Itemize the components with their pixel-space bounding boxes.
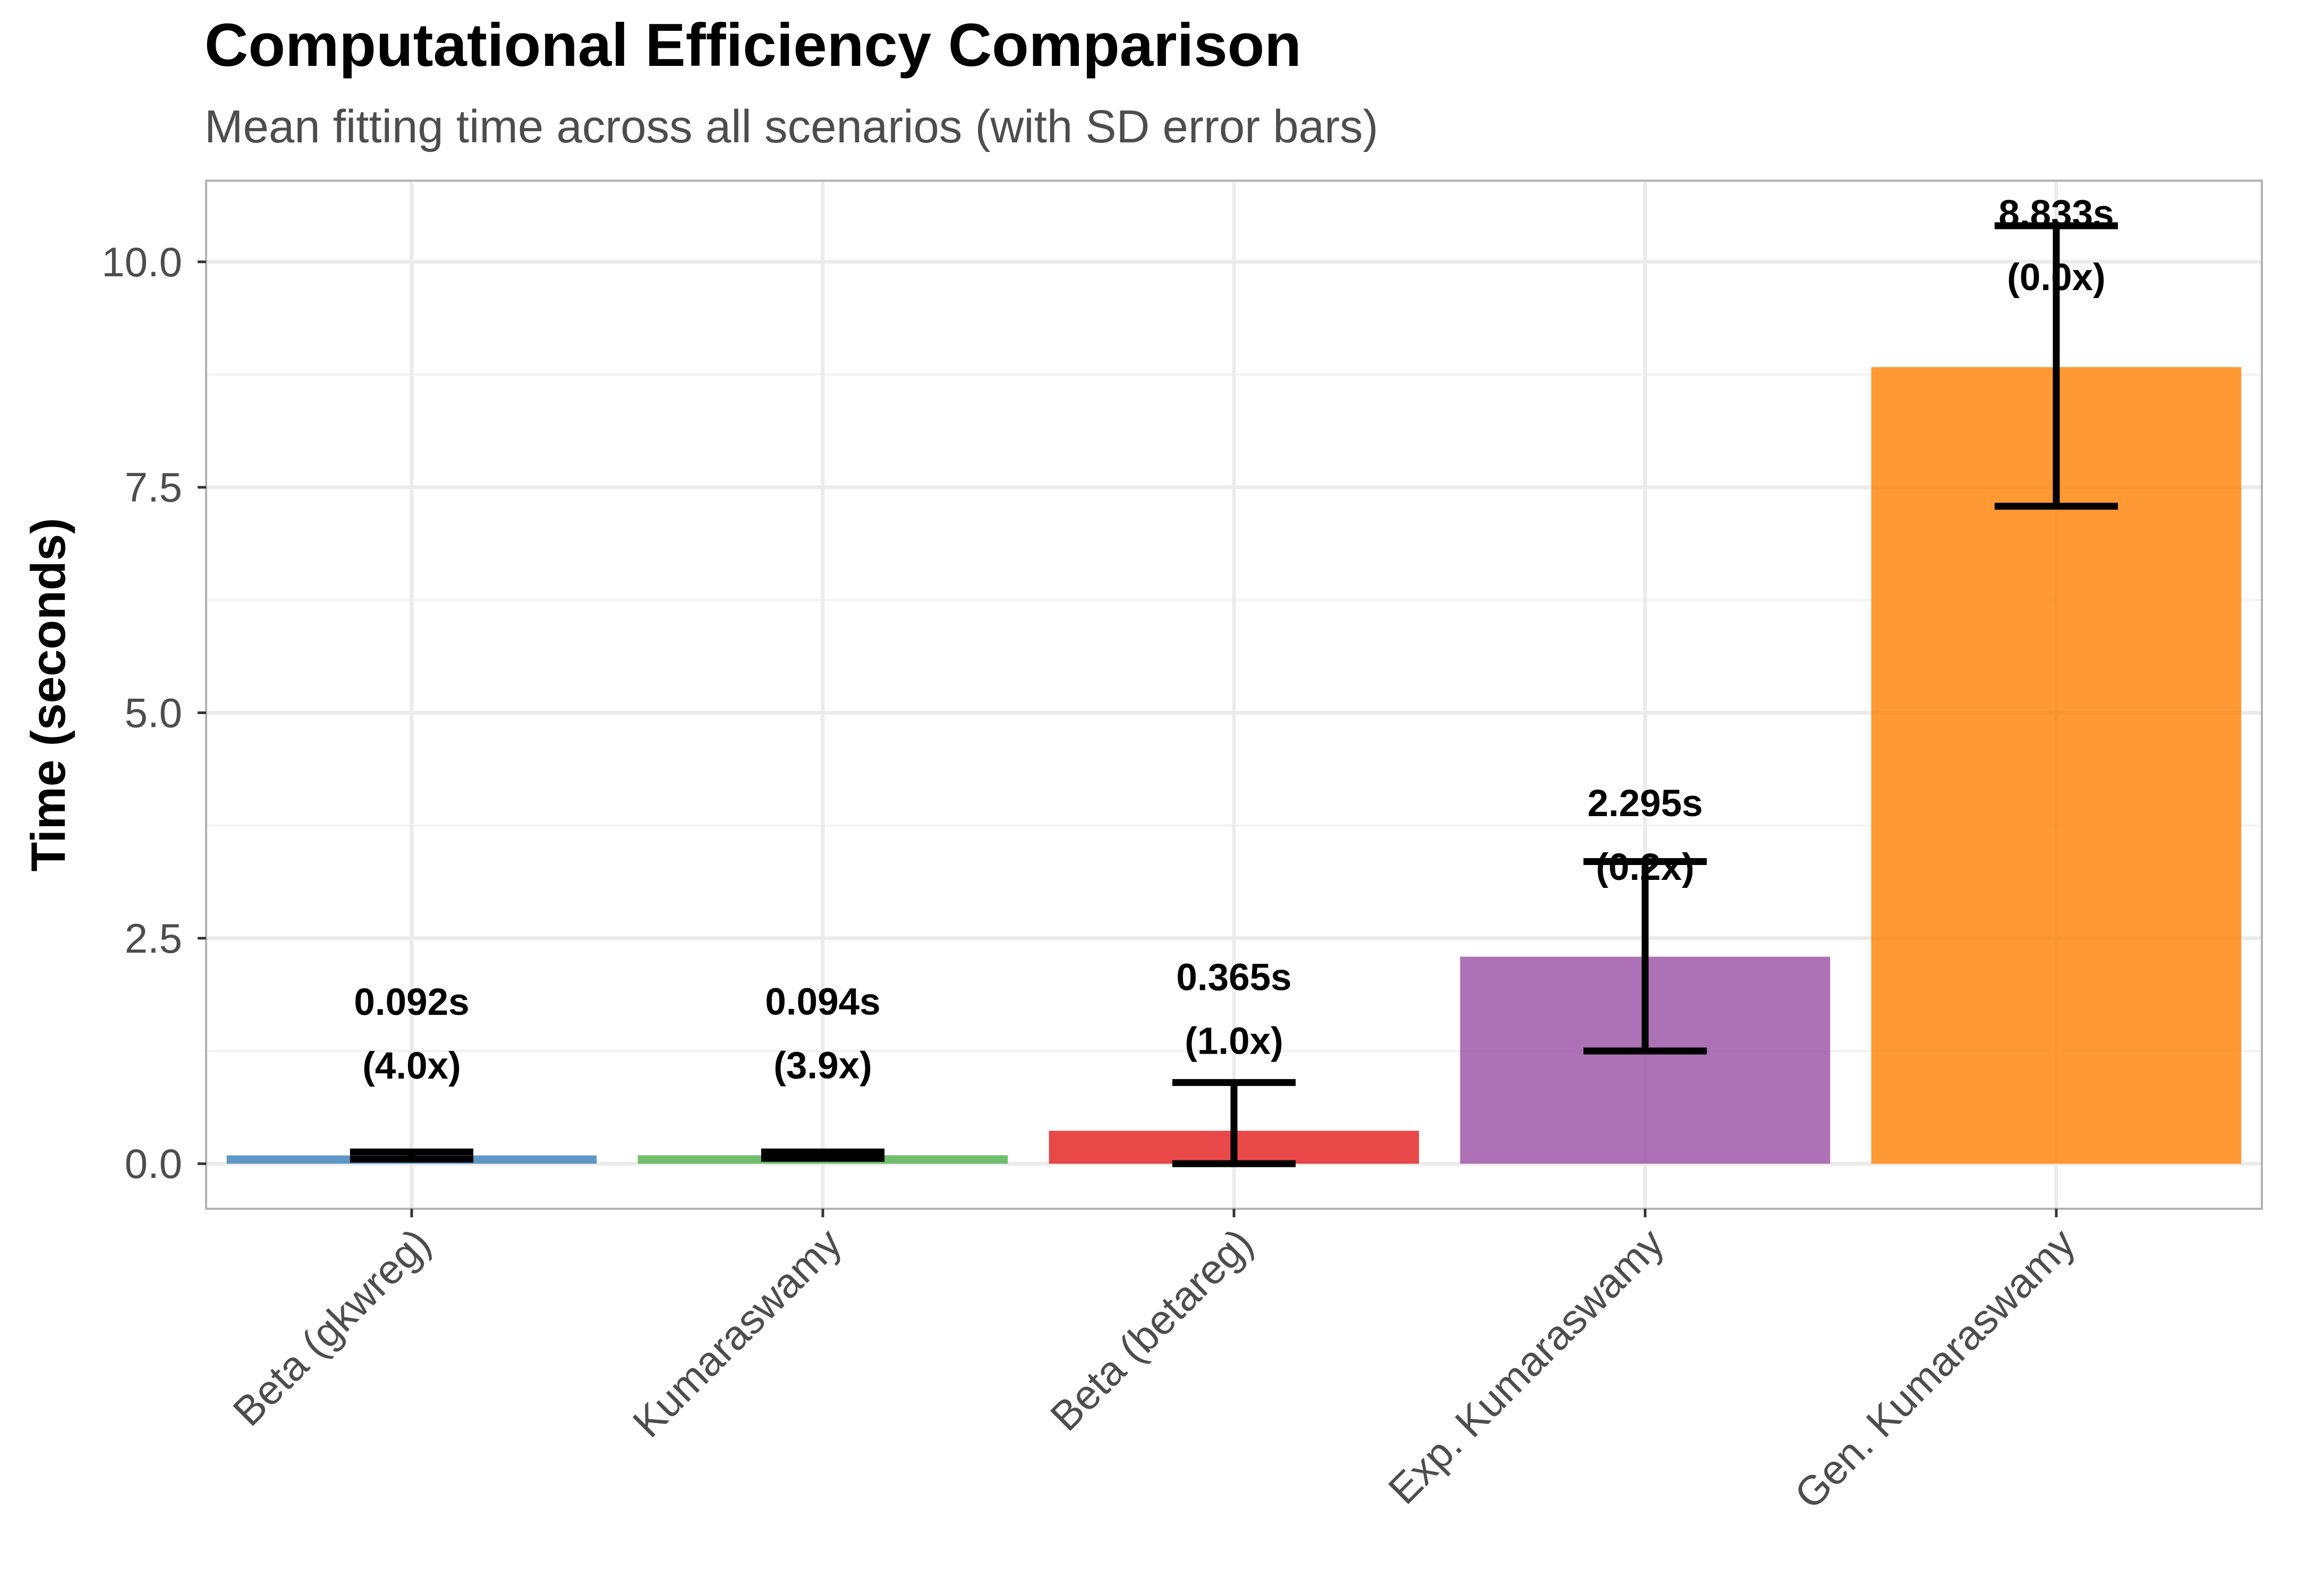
- x-tick-label: Gen. Kumaraswamy: [1785, 1219, 2084, 1518]
- data-label-value: 2.295s: [1587, 783, 1702, 825]
- chart-subtitle: Mean fitting time across all scenarios (…: [205, 101, 1378, 152]
- y-tick-label: 0.0: [125, 1140, 182, 1187]
- data-label-ratio: (1.0x): [1185, 1020, 1283, 1062]
- data-label-value: 0.092s: [354, 981, 469, 1023]
- x-axis-ticks: Beta (gkwreg) Kumaraswamy Beta (betareg) Ex…: [224, 1209, 2084, 1518]
- data-label-ratio: (4.0x): [362, 1045, 461, 1087]
- y-tick-label: 10.0: [101, 239, 182, 285]
- data-label-value: 0.094s: [765, 981, 880, 1023]
- data-label-value: 0.365s: [1176, 956, 1291, 998]
- data-label-ratio: (3.9x): [773, 1045, 872, 1087]
- data-label-ratio: (0.2x): [1596, 846, 1694, 888]
- chart-title: Computational Efficiency Comparison: [205, 12, 1301, 79]
- data-label-ratio: (0.0x): [2007, 257, 2105, 299]
- x-tick-label: Beta (betareg): [1041, 1219, 1262, 1440]
- y-tick-label: 7.5: [125, 464, 182, 511]
- error-bars: [350, 222, 2118, 1167]
- x-tick-label: Beta (gkwreg): [224, 1219, 439, 1435]
- x-tick-label: Exp. Kumaraswamy: [1379, 1219, 1673, 1513]
- y-axis-ticks: 0.0 2.5 5.0 7.5 10.0: [101, 239, 206, 1187]
- data-label-value: 8.833s: [1998, 193, 2114, 235]
- data-labels: 0.092s (4.0x) 0.094s (3.9x) 0.365s (1.0x) 2.29…: [354, 193, 2114, 1087]
- y-tick-label: 5.0: [125, 689, 182, 736]
- y-tick-label: 2.5: [125, 915, 182, 962]
- y-axis-label: Time (seconds): [22, 518, 75, 872]
- x-tick-label: Kumaraswamy: [624, 1219, 850, 1446]
